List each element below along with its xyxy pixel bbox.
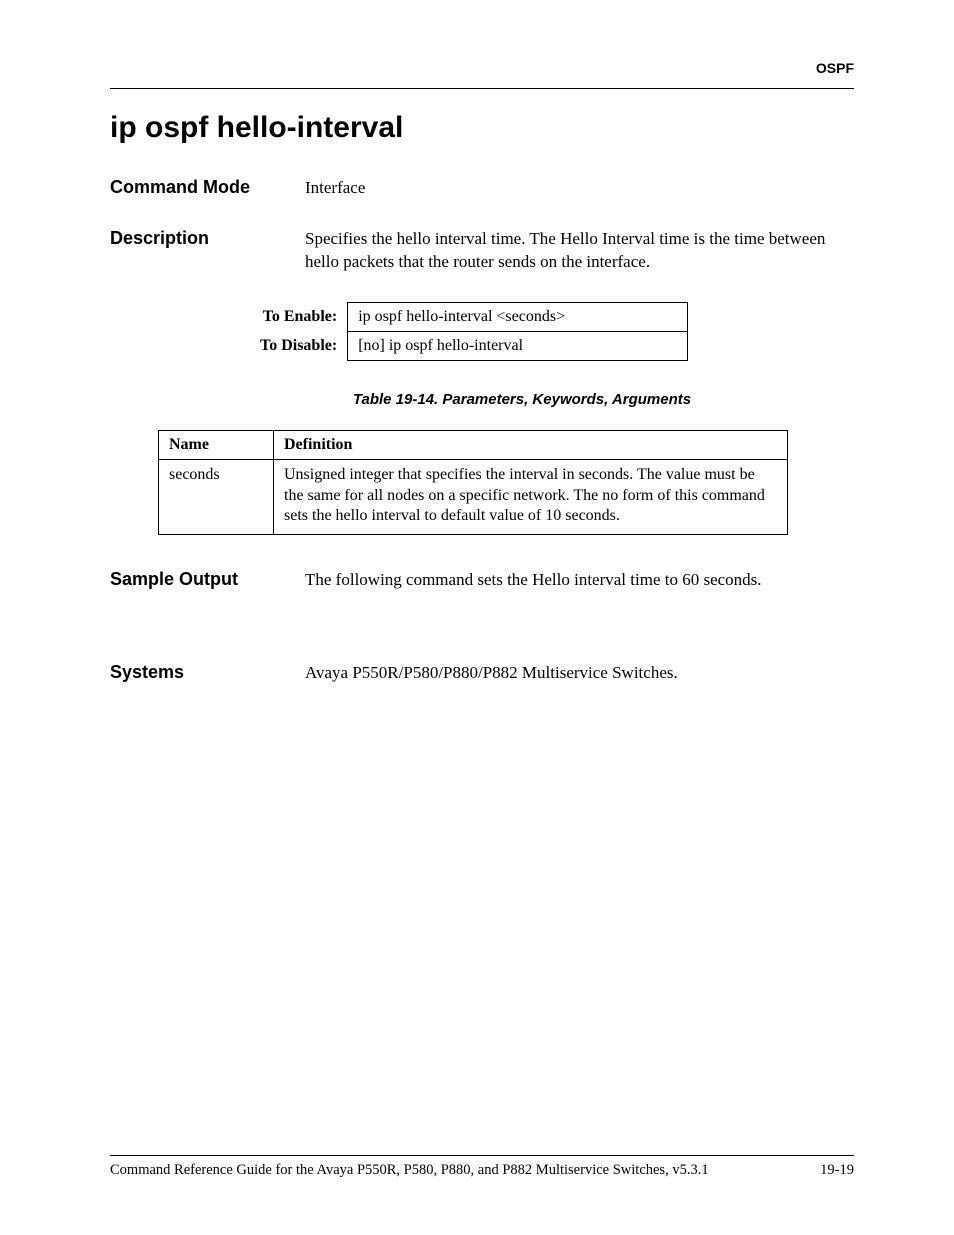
syntax-table: To Enable: ip ospf hello-interval <secon…	[250, 302, 688, 361]
description-label: Description	[110, 228, 305, 274]
sample-output-value: The following command sets the Hello int…	[305, 569, 854, 592]
page-footer: Command Reference Guide for the Avaya P5…	[110, 1155, 854, 1179]
description-row: Description Specifies the hello interval…	[110, 228, 854, 274]
command-mode-row: Command Mode Interface	[110, 177, 854, 200]
description-value: Specifies the hello interval time. The H…	[305, 228, 854, 274]
sample-output-label: Sample Output	[110, 569, 305, 592]
syntax-enable-value: ip ospf hello-interval <seconds>	[348, 302, 688, 331]
running-header: OSPF	[110, 60, 854, 76]
page: OSPF ip ospf hello-interval Command Mode…	[0, 0, 954, 1235]
syntax-row-enable: To Enable: ip ospf hello-interval <secon…	[250, 302, 688, 331]
sample-output-row: Sample Output The following command sets…	[110, 569, 854, 592]
systems-label: Systems	[110, 662, 305, 685]
params-table: Name Definition seconds Unsigned integer…	[158, 430, 788, 535]
systems-row: Systems Avaya P550R/P580/P880/P882 Multi…	[110, 662, 854, 685]
footer-row: Command Reference Guide for the Avaya P5…	[110, 1162, 854, 1179]
syntax-row-disable: To Disable: [no] ip ospf hello-interval	[250, 331, 688, 360]
params-header-name: Name	[159, 430, 274, 459]
footer-right: 19-19	[820, 1162, 854, 1179]
footer-left: Command Reference Guide for the Avaya P5…	[110, 1162, 709, 1179]
command-mode-value: Interface	[305, 177, 854, 200]
syntax-disable-value: [no] ip ospf hello-interval	[348, 331, 688, 360]
params-caption: Table 19-14. Parameters, Keywords, Argum…	[110, 391, 854, 408]
command-title: ip ospf hello-interval	[110, 111, 854, 145]
footer-rule	[110, 1155, 854, 1156]
params-row: seconds Unsigned integer that specifies …	[159, 459, 788, 534]
params-header-definition: Definition	[274, 430, 788, 459]
systems-value: Avaya P550R/P580/P880/P882 Multiservice …	[305, 662, 854, 685]
params-row-name: seconds	[159, 459, 274, 534]
params-row-definition: Unsigned integer that specifies the inte…	[274, 459, 788, 534]
syntax-enable-label: To Enable:	[250, 302, 348, 331]
header-rule	[110, 88, 854, 89]
params-header-row: Name Definition	[159, 430, 788, 459]
command-mode-label: Command Mode	[110, 177, 305, 200]
syntax-disable-label: To Disable:	[250, 331, 348, 360]
